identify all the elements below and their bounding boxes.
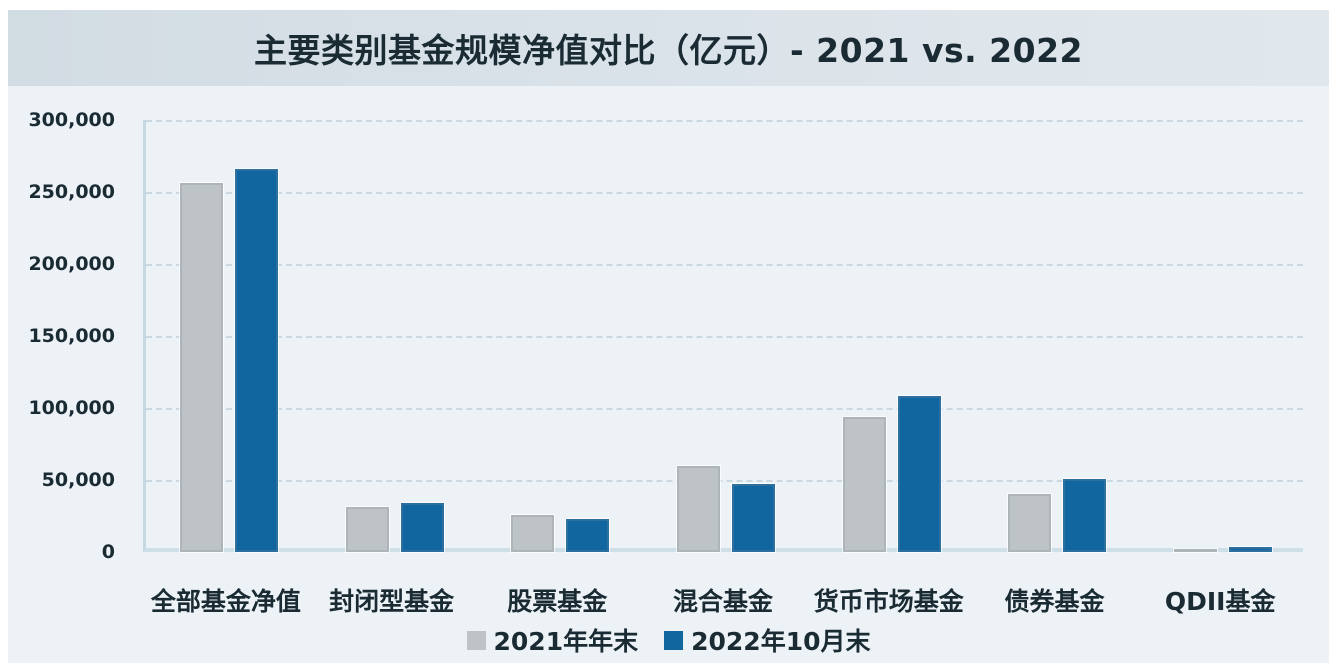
bar-2021-2 — [345, 507, 389, 552]
x-axis-category-label-2: 封闭型基金 — [329, 587, 455, 616]
gridline — [146, 192, 1303, 194]
chart-title: 主要类别基金规模净值对比（亿元）- 2021 vs. 2022 — [253, 31, 1084, 70]
y-axis-tick-label: 100,000 — [28, 397, 115, 419]
gridline — [146, 408, 1303, 410]
gridline — [146, 264, 1303, 266]
y-axis-tick-label: 50,000 — [41, 469, 115, 491]
bar-2022-4 — [732, 484, 775, 552]
x-axis-category-label-7: QDII基金 — [1164, 587, 1276, 616]
bar-2022-7 — [1229, 547, 1273, 552]
bar-2021-7 — [1174, 549, 1218, 552]
plot-area — [143, 120, 1303, 552]
x-axis: 全部基金净值 封闭型基金 股票基金 混合基金 货币市场基金 债券基金 QDII基金 — [143, 582, 1303, 618]
x-axis-category-label-1: 全部基金净值 — [150, 587, 301, 616]
bar-2021-5 — [842, 417, 886, 552]
chart-title-bar: 主要类别基金规模净值对比（亿元）- 2021 vs. 2022 — [8, 10, 1329, 86]
y-axis: 300,000 250,000 200,000 150,000 100,000 50,00… — [8, 86, 115, 663]
y-axis-tick-label: 300,000 — [28, 109, 115, 131]
legend: 2021年年末 2022年10月末 — [8, 622, 1329, 658]
legend-item-2021: 2021年年末 — [466, 622, 639, 658]
legend-swatch-2021 — [466, 630, 486, 650]
bar-2021-3 — [511, 515, 555, 552]
chart-area: 300,000 250,000 200,000 150,000 100,000 50,00… — [8, 86, 1329, 663]
gridline — [146, 336, 1303, 338]
x-axis-category-label-5: 货币市场基金 — [813, 587, 964, 616]
bar-2021-6 — [1008, 494, 1052, 552]
y-axis-tick-label: 0 — [101, 541, 115, 563]
x-axis-category-label-6: 债券基金 — [1004, 587, 1105, 616]
x-axis-category-label-3: 股票基金 — [507, 587, 608, 616]
legend-label-2021: 2021年年末 — [493, 627, 639, 656]
bar-2022-6 — [1063, 479, 1107, 552]
legend-item-2022: 2022年10月末 — [664, 622, 870, 658]
bar-2022-2 — [400, 503, 444, 552]
bar-2022-1 — [234, 169, 278, 552]
y-axis-tick-label: 250,000 — [28, 181, 115, 203]
x-axis-category-label-4: 混合基金 — [673, 587, 774, 616]
bar-2021-4 — [677, 466, 720, 552]
legend-label-2022: 2022年10月末 — [691, 627, 871, 656]
bar-2022-3 — [566, 519, 610, 552]
legend-swatch-2022 — [664, 630, 684, 650]
bar-2021-1 — [179, 183, 223, 552]
gridline — [146, 120, 1303, 122]
y-axis-tick-label: 200,000 — [28, 253, 115, 275]
gridline — [146, 480, 1303, 482]
bar-2022-5 — [897, 396, 941, 552]
y-axis-tick-label: 150,000 — [28, 325, 115, 347]
